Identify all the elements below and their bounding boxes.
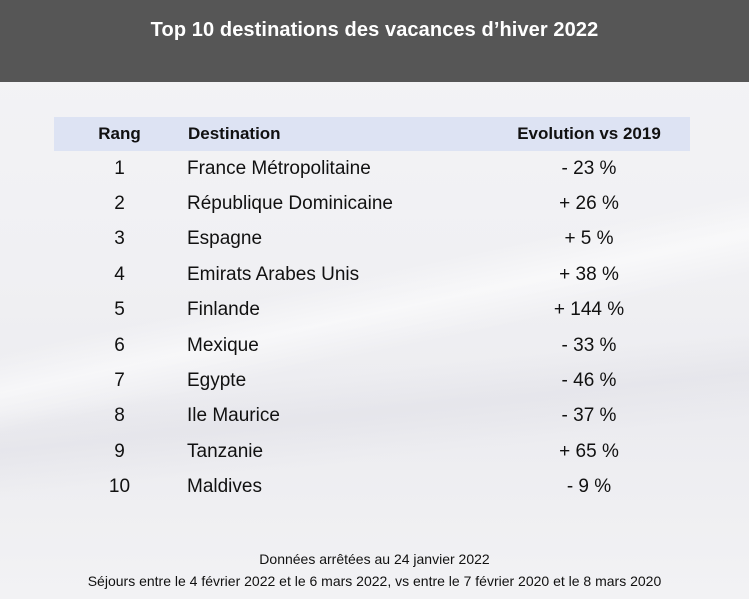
cell-destination: Maldives [187, 476, 262, 498]
cell-rank: 3 [114, 228, 125, 250]
table-row: 8 Ile Maurice - 37 % [54, 399, 690, 434]
cell-evolution: - 37 % [561, 405, 617, 427]
cell-destination: Mexique [187, 334, 259, 356]
cell-destination: Espagne [187, 228, 263, 250]
cell-destination: France Métropolitaine [187, 157, 371, 179]
cell-destination: Ile Maurice [187, 405, 280, 427]
table-row: 3 Espagne + 5 % [54, 222, 690, 257]
cell-evolution: - 46 % [561, 370, 617, 392]
cell-rank: 10 [108, 476, 131, 498]
table-row: 2 République Dominicaine + 26 % [54, 186, 690, 221]
table-row: 9 Tanzanie + 65 % [54, 434, 690, 469]
destinations-table: Rang Destination Evolution vs 2019 1 Fra… [54, 117, 690, 505]
cell-rank: 4 [114, 263, 125, 285]
footer-data-date: Données arrêtées au 24 janvier 2022 [259, 551, 490, 567]
cell-rank: 6 [114, 334, 125, 356]
cell-rank: 2 [114, 193, 125, 215]
table-row: 10 Maldives - 9 % [54, 470, 690, 505]
cell-rank: 5 [114, 299, 125, 321]
cell-evolution: - 23 % [561, 157, 617, 179]
table-row: 1 France Métropolitaine - 23 % [54, 151, 690, 186]
cell-evolution: - 33 % [561, 334, 617, 356]
table-row: 4 Emirats Arabes Unis + 38 % [54, 257, 690, 292]
cell-destination: Finlande [187, 299, 260, 321]
cell-rank: 1 [114, 157, 125, 179]
header-evolution: Evolution vs 2019 [517, 124, 661, 143]
cell-destination: Tanzanie [187, 440, 264, 462]
table-header-row: Rang Destination Evolution vs 2019 [54, 117, 690, 151]
cell-evolution: + 26 % [559, 193, 619, 215]
cell-evolution: + 144 % [553, 299, 625, 321]
cell-evolution: - 9 % [566, 476, 612, 498]
page-title: Top 10 destinations des vacances d’hiver… [150, 18, 599, 41]
destinations-table-container: Rang Destination Evolution vs 2019 1 Fra… [54, 117, 690, 505]
cell-evolution: + 5 % [564, 228, 614, 250]
cell-evolution: + 65 % [559, 440, 619, 462]
cell-rank: 7 [114, 370, 125, 392]
cell-destination: Emirats Arabes Unis [187, 263, 360, 285]
table-row: 7 Egypte - 46 % [54, 363, 690, 398]
cell-rank: 9 [114, 440, 125, 462]
footer-period-note: Séjours entre le 4 février 2022 et le 6 … [87, 573, 662, 589]
title-bar: Top 10 destinations des vacances d’hiver… [0, 0, 749, 82]
cell-destination: République Dominicaine [187, 193, 393, 215]
cell-destination: Egypte [187, 370, 247, 392]
header-destination: Destination [188, 124, 281, 143]
cell-rank: 8 [114, 405, 125, 427]
cell-evolution: + 38 % [559, 263, 619, 285]
table-row: 5 Finlande + 144 % [54, 293, 690, 328]
table-row: 6 Mexique - 33 % [54, 328, 690, 363]
header-rank: Rang [98, 124, 141, 143]
